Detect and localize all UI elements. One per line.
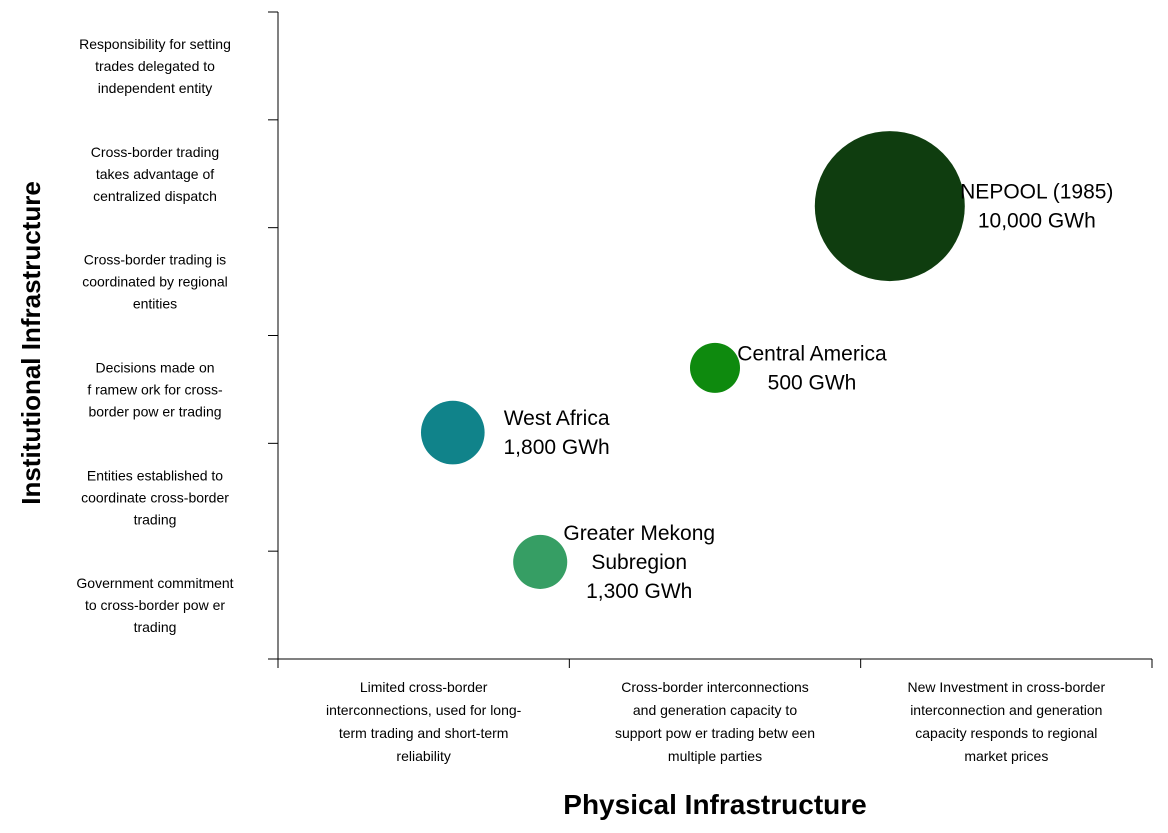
y-tick-label-line: f ramew ork for cross- <box>87 381 223 397</box>
x-tick-label-line: support pow er trading betw een <box>615 725 815 741</box>
y-tick-label-line: takes advantage of <box>96 166 214 182</box>
y-tick-label: Decisions made on f ramew ork for cross-b… <box>87 359 223 419</box>
y-tick-label-line: border pow er trading <box>88 403 221 419</box>
y-tick-label-line: Decisions made on <box>95 359 214 375</box>
x-tick-label-line: Cross-border interconnections <box>621 679 809 695</box>
bubble-label: Central America 500 GWh <box>737 342 887 394</box>
x-tick-label: New Investment in cross-border interconne… <box>908 679 1106 764</box>
bubble-point <box>814 131 965 282</box>
x-tick-label-line: New Investment in cross-border <box>908 679 1106 695</box>
bubble-label-line: 500 GWh <box>768 371 857 394</box>
y-tick-label-line: trading <box>134 619 177 635</box>
x-tick-label-line: capacity responds to regional <box>915 725 1097 741</box>
bubble-label-line: 1,800 GWh <box>504 436 610 459</box>
bubble-point <box>420 400 485 465</box>
y-tick-label-line: trading <box>134 511 177 527</box>
y-tick-label-line: trades delegated to <box>95 58 215 74</box>
axes <box>277 12 1152 660</box>
bubble-label-line: Subregion <box>591 551 687 574</box>
y-tick-label-line: centralized dispatch <box>93 188 217 204</box>
y-tick-label: Entities established to coordinate cross-… <box>81 467 229 527</box>
y-axis-title: Institutional Infrastructure <box>16 181 46 505</box>
x-tick-label-line: and generation capacity to <box>633 702 797 718</box>
y-tick-label: Cross-border trading takes advantage of ce… <box>91 144 219 204</box>
x-tick-label-line: reliability <box>396 748 450 764</box>
y-tick-label-line: independent entity <box>98 80 212 96</box>
y-tick-label: Government commitment to cross-border pow… <box>76 575 233 635</box>
bubble-point <box>513 534 568 589</box>
y-tick-label: Responsibility for setting trades delegat… <box>79 36 231 96</box>
x-tick-label-line: market prices <box>964 748 1048 764</box>
y-tick-label-line: Cross-border trading <box>91 144 219 160</box>
x-tick-label-line: Limited cross-border <box>360 679 488 695</box>
x-axis-title: Physical Infrastructure <box>563 789 866 820</box>
y-tick-label-line: coordinate cross-border <box>81 489 229 505</box>
y-tick-label-line: Entities established to <box>87 467 223 483</box>
x-tick-label-line: multiple parties <box>668 748 762 764</box>
y-tick-label-line: entities <box>133 296 177 312</box>
bubble-label-line: NEPOOL (1985) <box>960 181 1113 204</box>
y-tick-label-line: Responsibility for setting <box>79 36 231 52</box>
x-tick-label: Cross-border interconnections and generat… <box>615 679 815 764</box>
bubble-label-line: West Africa <box>504 407 610 430</box>
bubble-label-line: Greater Mekong <box>563 522 715 545</box>
bubble-label-line: 1,300 GWh <box>586 580 692 603</box>
bubble-label-line: 10,000 GWh <box>978 210 1096 233</box>
x-tick-label-line: interconnection and generation <box>910 702 1102 718</box>
y-tick-label: Cross-border trading is coordinated by re… <box>82 252 228 312</box>
bubbles: NEPOOL (1985) 10,000 GWh Central America 50… <box>420 131 1113 603</box>
y-tick-label-line: Cross-border trading is <box>84 252 226 268</box>
bubble-point <box>690 342 740 393</box>
y-tick-label-line: coordinated by regional <box>82 274 228 290</box>
bubble-label: West Africa 1,800 GWh <box>504 407 610 459</box>
bubble-label-line: Central America <box>737 342 887 365</box>
bubble-label: Greater Mekong Subregion 1,300 GWh <box>563 522 715 603</box>
bubble-label: NEPOOL (1985) 10,000 GWh <box>960 181 1113 233</box>
x-tick-label-line: term trading and short-term <box>339 725 509 741</box>
y-tick-label-line: to cross-border pow er <box>85 597 225 613</box>
x-tick-label: Limited cross-border interconnections, us… <box>326 679 522 764</box>
x-tick-label-line: interconnections, used for long- <box>326 702 522 718</box>
y-tick-label-line: Government commitment <box>76 575 233 591</box>
y-ticks: Government commitment to cross-border pow… <box>76 11 278 660</box>
x-ticks: Limited cross-border interconnections, us… <box>277 659 1153 764</box>
